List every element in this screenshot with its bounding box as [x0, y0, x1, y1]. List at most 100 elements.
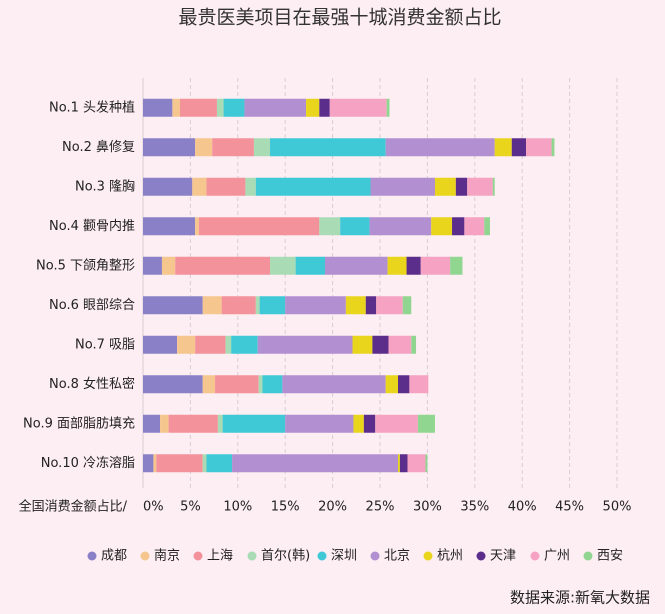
bar-segment — [402, 296, 412, 315]
source: 数据来源:新氧大数据 — [510, 589, 650, 607]
bar-segment — [494, 138, 512, 157]
bar-segment — [257, 335, 353, 354]
bar-segment — [375, 414, 418, 433]
bar-segment — [407, 454, 426, 473]
y-tick-label: No.3 隆胸 — [75, 179, 135, 194]
legend-marker — [140, 551, 150, 561]
bar-segment — [225, 335, 232, 354]
bar-segment — [172, 98, 180, 117]
bar-segment — [492, 177, 495, 196]
bar-segment — [222, 414, 286, 433]
bar-segment — [450, 256, 463, 275]
bar-segment — [156, 454, 203, 473]
bar-segment — [452, 217, 465, 236]
legend-label: 上海 — [207, 549, 233, 564]
bar-segment — [168, 414, 218, 433]
x-axis-label: 全国消费金额占比/ — [19, 499, 128, 515]
legend-marker — [476, 551, 486, 561]
bar-segment — [385, 375, 399, 394]
legend-marker — [583, 551, 593, 561]
bar-segment — [411, 335, 417, 354]
y-tick-label: No.4 颧骨内推 — [49, 218, 135, 234]
bar-segment — [221, 296, 256, 315]
bar-segment — [370, 177, 435, 196]
bar-segment — [202, 454, 207, 473]
x-tick-label: 30% — [413, 500, 442, 515]
bar-segment — [511, 138, 526, 157]
x-tick-label: 45% — [555, 500, 584, 515]
x-tick-label: 20% — [318, 500, 347, 515]
legend-marker — [193, 551, 203, 561]
legend-marker — [247, 551, 257, 561]
bar-segment — [217, 414, 223, 433]
bar-segment — [345, 296, 366, 315]
bar-segment — [160, 414, 169, 433]
bar-segment — [175, 256, 271, 275]
bar-segment — [215, 375, 259, 394]
bar-segment — [202, 296, 222, 315]
chart-title: 最贵医美项目在最强十城消费金额占比 — [178, 7, 501, 29]
x-tick-label: 15% — [271, 500, 300, 515]
bar-segment — [143, 217, 196, 236]
bar-segment — [177, 335, 196, 354]
bar-segment — [399, 454, 408, 473]
bar-segment — [253, 138, 271, 157]
x-tick-label: 50% — [603, 500, 632, 515]
legend-marker — [530, 551, 540, 561]
legend-label: 深圳 — [331, 549, 357, 564]
bar-segment — [455, 177, 468, 196]
bar-segment — [409, 375, 429, 394]
bar-segment — [198, 217, 320, 236]
bar-segment — [406, 256, 421, 275]
bar-segment — [551, 138, 555, 157]
bar-segment — [363, 414, 376, 433]
bar-segment — [295, 256, 326, 275]
legend-marker — [87, 551, 97, 561]
bar-segment — [372, 335, 389, 354]
legend-label: 天津 — [490, 549, 516, 564]
bar-segment — [467, 177, 493, 196]
bar-segment — [417, 414, 435, 433]
legend-label: 西安 — [597, 549, 623, 564]
bar-segment — [206, 454, 233, 473]
bar-segment — [376, 296, 403, 315]
bar-segment — [365, 296, 377, 315]
legend-label: 成都 — [101, 549, 127, 564]
bar-segment — [398, 375, 410, 394]
y-tick-label: No.9 面部脂肪填充 — [23, 415, 135, 431]
bar-segment — [386, 98, 390, 117]
y-tick-label: No.10 冷冻溶脂 — [41, 455, 135, 471]
x-tick-label: 0% — [143, 500, 164, 515]
bar-segment — [420, 256, 451, 275]
y-tick-label: No.1 头发种植 — [49, 99, 135, 115]
bar-segment — [319, 98, 330, 117]
bar-segment — [262, 375, 283, 394]
bar-segment — [195, 138, 213, 157]
bar-segment — [329, 98, 387, 117]
bar-segment — [143, 296, 203, 315]
bar-segment — [143, 256, 162, 275]
bar-segment — [285, 414, 354, 433]
bar-segment — [484, 217, 490, 236]
bar-segment — [216, 98, 224, 117]
legend-label: 杭州 — [437, 549, 463, 564]
bar-segment — [143, 454, 154, 473]
bar-segment — [143, 138, 196, 157]
bar-segment — [319, 217, 341, 236]
bar-segment — [352, 335, 373, 354]
y-tick-label: No.8 女性私密 — [49, 376, 135, 392]
legend-marker — [370, 551, 380, 561]
bar-segment — [244, 98, 307, 117]
legend-marker — [423, 551, 433, 561]
bar-segment — [258, 375, 263, 394]
x-tick-label: 5% — [180, 500, 201, 515]
bar-segment — [179, 98, 217, 117]
bar-segment — [143, 375, 203, 394]
y-tick-label: No.7 吸脂 — [75, 337, 135, 352]
bar-segment — [431, 217, 453, 236]
bar-segment — [425, 454, 428, 473]
bar-segment — [464, 217, 485, 236]
bar-segment — [285, 296, 346, 315]
bar-segment — [232, 454, 399, 473]
